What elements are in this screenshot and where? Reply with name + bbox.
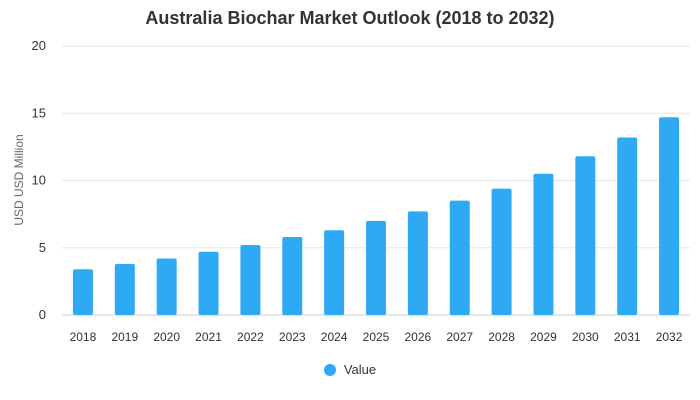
x-tick-label: 2026 [405, 330, 432, 344]
chart-title: Australia Biochar Market Outlook (2018 t… [145, 8, 555, 28]
bar-2020[interactable] [156, 258, 177, 315]
x-tick-label: 2020 [153, 330, 180, 344]
bar-2031[interactable] [617, 137, 638, 315]
x-tick-label: 2025 [363, 330, 390, 344]
y-tick-label: 0 [39, 307, 46, 322]
bar-2018[interactable] [72, 269, 93, 315]
legend-label: Value [343, 362, 377, 377]
y-tick-label: 5 [39, 240, 46, 255]
y-tick-label: 15 [32, 105, 46, 120]
bar-2023[interactable] [282, 236, 303, 315]
x-tick-label: 2024 [321, 330, 348, 344]
bar-2022[interactable] [240, 245, 261, 315]
bar-2021[interactable] [198, 251, 219, 315]
bar-2029[interactable] [533, 173, 554, 315]
x-tick-label: 2019 [111, 330, 138, 344]
bar-2030[interactable] [575, 156, 596, 315]
y-tick-label: 20 [32, 38, 46, 53]
x-tick-label: 2029 [530, 330, 557, 344]
x-tick-label: 2032 [656, 330, 683, 344]
y-tick-label: 10 [32, 173, 46, 188]
bar-2019[interactable] [114, 263, 135, 315]
legend: Value [0, 362, 700, 377]
x-tick-label: 2022 [237, 330, 264, 344]
x-tick-label: 2031 [614, 330, 641, 344]
x-tick-label: 2021 [195, 330, 222, 344]
x-tick-label: 2028 [488, 330, 515, 344]
legend-swatch [323, 363, 336, 376]
bar-2025[interactable] [366, 220, 386, 315]
bar-2024[interactable] [324, 230, 345, 315]
x-tick-label: 2023 [279, 330, 306, 344]
bar-2027[interactable] [449, 200, 470, 315]
x-tick-label: 2018 [70, 330, 97, 344]
x-tick-label: 2030 [572, 330, 599, 344]
bar-2026[interactable] [407, 211, 428, 315]
bar-2028[interactable] [491, 188, 512, 315]
bar-2032[interactable] [659, 117, 680, 315]
x-tick-label: 2027 [446, 330, 473, 344]
